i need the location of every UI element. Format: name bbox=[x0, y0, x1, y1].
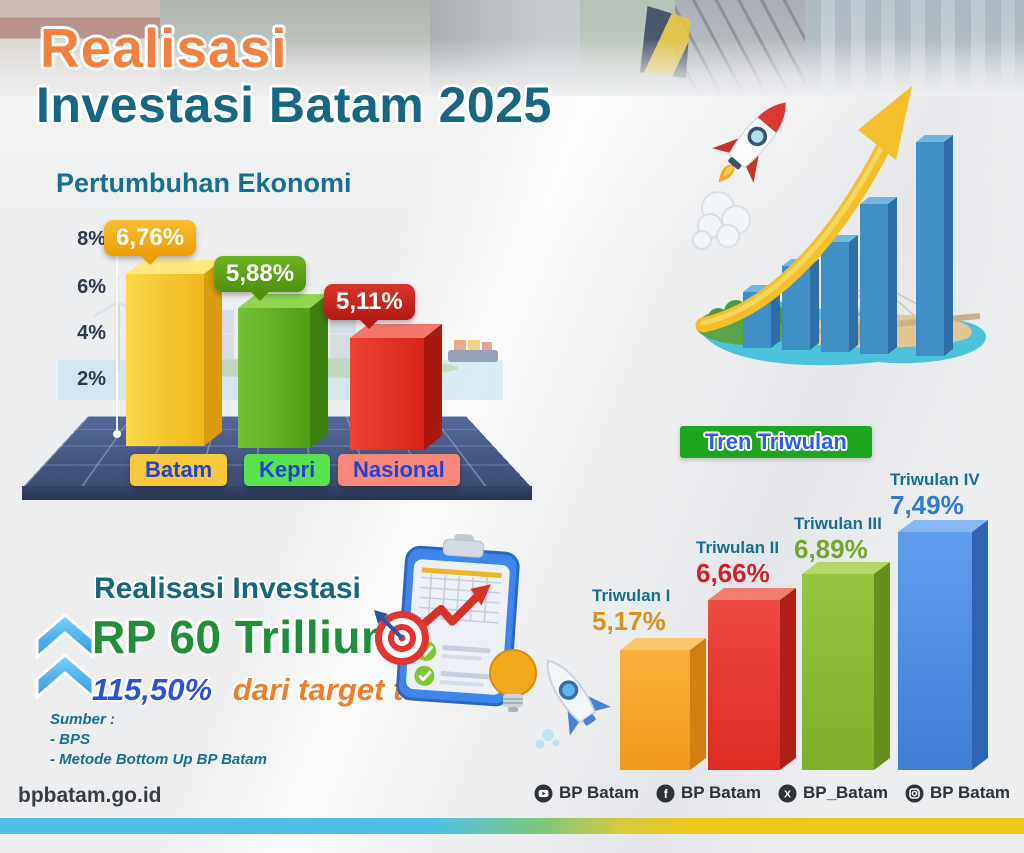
target-dart-icon bbox=[374, 610, 429, 665]
trend-bar-q1-topface bbox=[620, 638, 706, 650]
y-tick-6: 6% bbox=[77, 276, 106, 298]
category-chip-kepri: Kepri bbox=[244, 454, 331, 486]
trend-bar-q4 bbox=[898, 520, 988, 770]
red-rocket-icon bbox=[712, 101, 787, 183]
economic-growth-heading: Pertumbuhan Ekonomi bbox=[56, 168, 352, 198]
sources-block: Sumber : - BPS - Metode Bottom Up BP Bat… bbox=[50, 710, 267, 770]
trend-bar-q3-topface bbox=[802, 562, 890, 574]
investment-heading: Realisasi Investasi bbox=[94, 572, 361, 605]
social-instagram-handle: BP Batam bbox=[930, 783, 1010, 802]
category-chip-batam: Batam bbox=[130, 454, 228, 486]
poster-title-line1: Realisasi bbox=[40, 17, 288, 79]
value-callout-kepri: 5,88% bbox=[214, 256, 307, 292]
footer-color-stripe bbox=[0, 818, 1024, 834]
social-instagram: BP Batam bbox=[905, 783, 1010, 803]
trend-bar-q3-sideface bbox=[874, 562, 890, 770]
social-youtube-handle: BP Batam bbox=[558, 783, 639, 802]
banner-flag-building bbox=[640, 6, 690, 78]
trend-bar-q1-frontface bbox=[620, 650, 690, 770]
trend-bar-q1 bbox=[620, 638, 706, 770]
eco-bar-batam-frontface bbox=[126, 274, 204, 446]
lightbulb-icon bbox=[489, 649, 537, 712]
trend-bar-q2-frontface bbox=[708, 600, 780, 770]
y-tick-4: 4% bbox=[77, 322, 106, 344]
eco-bar-batam bbox=[126, 260, 222, 446]
x-icon: X bbox=[778, 784, 797, 802]
value-callout-nasional: 5,11% bbox=[324, 284, 415, 320]
trend-bar-q3 bbox=[802, 562, 890, 770]
website-url: bpbatam.go.id bbox=[18, 784, 162, 807]
gridline-6pct bbox=[118, 287, 500, 289]
gridline-8pct bbox=[118, 239, 500, 241]
svg-text:f: f bbox=[664, 787, 669, 801]
banner-photo-greenery bbox=[580, 0, 675, 96]
social-x-handle: BP_Batam bbox=[802, 783, 888, 802]
trend-badge: Tren Triwulan bbox=[680, 426, 872, 458]
q2-value: 6,66% bbox=[696, 558, 770, 588]
trend-bar-q4-topface bbox=[898, 520, 988, 532]
source-item: - Metode Bottom Up BP Batam bbox=[50, 751, 267, 768]
social-media-row: BP Batam f BP Batam X BP_Batam BP Batam bbox=[534, 783, 1010, 803]
investment-percent: 115,50% bbox=[92, 672, 213, 707]
social-facebook: f BP Batam bbox=[656, 783, 761, 803]
value-callout-batam: 6,76% bbox=[104, 220, 197, 256]
youtube-icon bbox=[534, 784, 553, 802]
blue-bars-illustration bbox=[743, 135, 953, 356]
y-axis-line bbox=[113, 234, 121, 438]
source-item: - BPS bbox=[50, 731, 91, 748]
trend-bar-q1-sideface bbox=[690, 638, 706, 770]
category-chip-nasional: Nasional bbox=[338, 454, 460, 486]
smoke-cloud bbox=[692, 191, 751, 250]
eco-bar-nasional-frontface bbox=[350, 338, 424, 450]
social-x: X BP_Batam bbox=[778, 783, 888, 803]
social-facebook-handle: BP Batam bbox=[680, 783, 761, 802]
quarterly-trend-chart: Triwulan I 5,17% Triwulan II 6,66% Triwu… bbox=[528, 460, 1024, 778]
investment-amount: RP 60 Trilliun bbox=[92, 611, 390, 663]
double-chevron-up-icon bbox=[35, 613, 95, 699]
poster-title-line2: Investasi Batam 2025 bbox=[36, 77, 552, 133]
trend-bar-q3-frontface bbox=[802, 574, 874, 770]
eco-bar-nasional-sideface bbox=[424, 324, 442, 450]
eco-bar-nasional bbox=[350, 324, 442, 450]
trend-bar-q2-sideface bbox=[780, 588, 796, 770]
q4-value: 7,49% bbox=[890, 490, 964, 520]
social-youtube: BP Batam bbox=[534, 783, 639, 803]
rocket-growth-illustration bbox=[692, 86, 986, 366]
q1-value: 5,17% bbox=[592, 606, 666, 636]
q4-label: Triwulan IV bbox=[890, 470, 980, 489]
eco-bar-batam-sideface bbox=[204, 260, 222, 446]
sources-heading: Sumber : bbox=[50, 711, 116, 728]
eco-bar-kepri-frontface bbox=[238, 308, 310, 448]
q1-label: Triwulan I bbox=[592, 586, 671, 605]
value-kepri: 5,88% bbox=[226, 260, 295, 287]
clipboard-target-illustration bbox=[374, 533, 537, 712]
value-batam: 6,76% bbox=[116, 224, 185, 251]
city-photo-banner bbox=[0, 0, 1024, 96]
eco-bar-kepri bbox=[238, 294, 328, 448]
value-nasional: 5,11% bbox=[336, 288, 403, 315]
trend-bar-q2 bbox=[708, 588, 796, 770]
q3-value: 6,89% bbox=[794, 534, 868, 564]
chart-floor-edge bbox=[22, 486, 532, 500]
svg-text:X: X bbox=[784, 788, 791, 800]
trend-bar-q2-topface bbox=[708, 588, 796, 600]
y-tick-2: 2% bbox=[77, 368, 106, 390]
instagram-icon bbox=[905, 784, 924, 802]
trend-bar-q4-frontface bbox=[898, 532, 972, 770]
q2-label: Triwulan II bbox=[696, 538, 780, 557]
blue-rocket-icon bbox=[535, 659, 611, 749]
eco-bar-kepri-sideface bbox=[310, 294, 328, 448]
facebook-icon: f bbox=[656, 784, 675, 802]
economic-growth-chart: 8% 6% 4% 2% 6,76% 5,88% 5,11% Batam bbox=[22, 212, 532, 500]
y-tick-8: 8% bbox=[77, 228, 106, 250]
trend-bar-q4-sideface bbox=[972, 520, 988, 770]
q3-label: Triwulan III bbox=[794, 514, 882, 533]
